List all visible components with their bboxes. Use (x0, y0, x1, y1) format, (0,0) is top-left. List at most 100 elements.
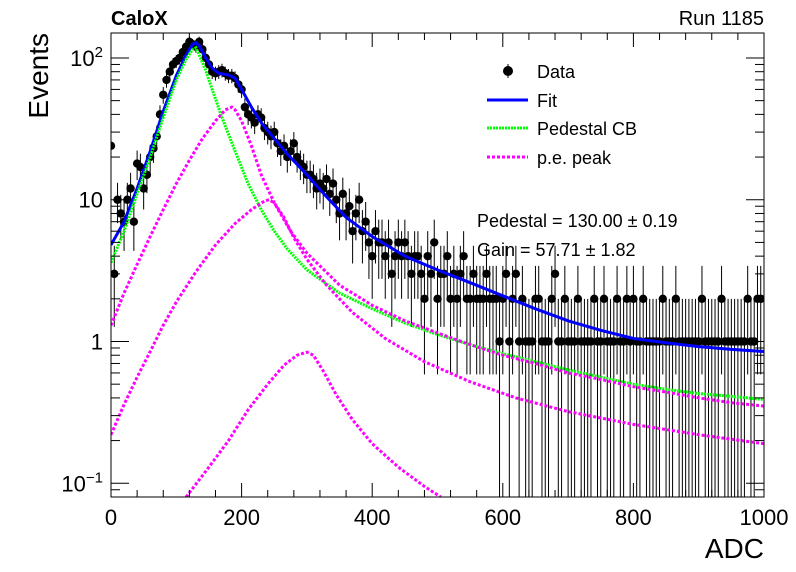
data-point (638, 294, 648, 304)
data-point (433, 294, 442, 304)
data-point (714, 337, 723, 346)
data-point (495, 337, 504, 346)
data-point (332, 195, 341, 204)
data-point (612, 294, 622, 304)
data-point (413, 251, 423, 261)
pe-peak-curve (111, 105, 764, 408)
x-tick-label: 1000 (740, 505, 789, 530)
data-point (165, 67, 174, 76)
plot-frame (110, 32, 765, 498)
data-point (407, 269, 416, 279)
data-point (694, 337, 703, 346)
data-point (430, 238, 439, 247)
legend-entry-pedestal: Pedestal CB (487, 119, 637, 139)
data-point (586, 337, 596, 346)
fit-curve (111, 41, 764, 353)
data-point (452, 294, 462, 304)
data-point (426, 269, 436, 279)
data-point (465, 294, 475, 304)
header-right-label: Run 1185 (679, 8, 764, 30)
data-point (557, 337, 566, 346)
data-point (390, 251, 400, 261)
data-point (482, 269, 491, 279)
x-tick-label: 200 (223, 505, 260, 530)
legend-label-pedestal: Pedestal CB (537, 119, 637, 139)
data-point (599, 294, 609, 304)
data-point (560, 294, 570, 304)
data-point (544, 337, 553, 346)
axes: 0 200 400 600 800 1000 10−1 1 10 102 (61, 33, 788, 530)
data-point (381, 251, 390, 261)
pe-peak-curve (111, 198, 764, 446)
data-point (446, 294, 455, 304)
data-point (139, 184, 148, 193)
data-point (371, 226, 380, 236)
data-point (697, 294, 707, 304)
data-point (609, 337, 619, 346)
x-tick-label: 400 (354, 505, 391, 530)
x-tick-label: 600 (484, 505, 521, 530)
data-point (387, 269, 396, 279)
data-point (622, 294, 632, 304)
data-point (328, 179, 338, 188)
annotation-pedestal: Pedestal = 130.00 ± 0.19 (477, 211, 678, 231)
y-tick-label: 10 (79, 188, 103, 213)
data-point (345, 202, 354, 211)
data-point (162, 75, 171, 85)
data-point (116, 209, 125, 218)
data-point (354, 195, 364, 204)
data-point (469, 269, 478, 279)
x-axis-label: ADC (705, 533, 764, 564)
data-point (658, 294, 667, 304)
data-point (129, 217, 139, 226)
header-left-label: CaloX (111, 8, 168, 30)
legend-label-fit: Fit (537, 91, 557, 111)
data-point (550, 269, 560, 279)
data-point (368, 251, 377, 261)
data-point (443, 251, 452, 261)
y-tick-label: 102 (70, 44, 103, 71)
y-tick-label: 10−1 (61, 469, 103, 496)
data-point (570, 337, 579, 346)
data-point (126, 184, 135, 193)
data-point (590, 294, 599, 304)
data-point (338, 189, 348, 199)
data-point (501, 269, 511, 279)
legend: Data Fit Pedestal CB p.e. peak (487, 62, 637, 168)
data-point (743, 294, 752, 304)
data-point (361, 217, 370, 226)
x-tick-label: 0 (105, 505, 117, 530)
legend-entry-data: Data (503, 62, 576, 82)
data-point (505, 337, 514, 346)
legend-label-pe-peak: p.e. peak (537, 148, 612, 168)
data-point (459, 251, 468, 261)
y-axis-label: Events (23, 33, 54, 119)
data-point (423, 251, 432, 261)
data-point (479, 294, 488, 304)
legend-entry-fit: Fit (487, 91, 557, 111)
data-point (629, 294, 638, 304)
data-point (534, 294, 543, 304)
data-point (289, 139, 299, 148)
data-point (671, 294, 681, 304)
data-point (322, 174, 331, 184)
data-point (619, 337, 628, 346)
data-point (420, 294, 429, 304)
plot-area (111, 36, 764, 497)
data-point (351, 209, 361, 218)
data-points (111, 36, 764, 497)
data-point (394, 238, 403, 247)
legend-data-marker (503, 66, 513, 76)
data-point (511, 269, 521, 279)
x-tick-label: 800 (615, 505, 652, 530)
data-point (573, 294, 583, 304)
data-point (364, 238, 374, 247)
data-point (514, 337, 524, 346)
data-point (159, 90, 168, 99)
y-tick-label: 1 (91, 329, 103, 354)
data-point (292, 152, 302, 162)
data-point (527, 337, 537, 346)
fit-curves (111, 41, 764, 497)
data-point (596, 337, 605, 346)
data-point (111, 141, 116, 151)
